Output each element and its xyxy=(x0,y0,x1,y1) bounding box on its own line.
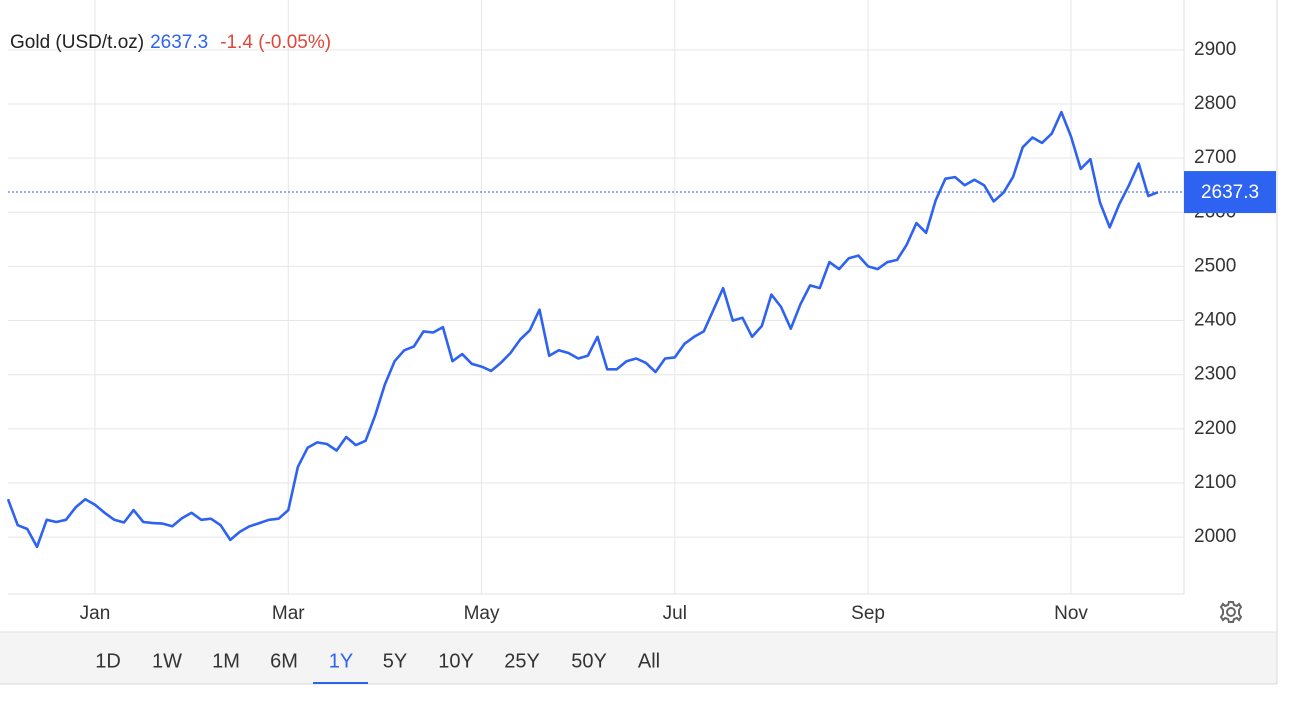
range-button[interactable]: 1Y xyxy=(329,650,353,672)
x-tick-label: Jan xyxy=(80,603,111,624)
x-tick-label: Jul xyxy=(663,603,687,624)
price-change: -1.4 (-0.05%) xyxy=(220,32,331,53)
price-line xyxy=(6,110,1159,549)
plot xyxy=(6,110,1184,549)
range-button[interactable]: 1W xyxy=(152,650,182,672)
range-button[interactable]: 6M xyxy=(270,650,298,672)
range-button[interactable]: All xyxy=(638,650,660,672)
last-price-box xyxy=(1184,171,1276,214)
range-button[interactable]: 5Y xyxy=(383,650,407,672)
chart-title: Gold (USD/t.oz) xyxy=(10,32,144,53)
x-tick-label: Mar xyxy=(272,603,305,624)
range-bar xyxy=(0,632,1277,684)
range-button[interactable]: 50Y xyxy=(571,650,607,672)
y-tick-label: 2700 xyxy=(1194,147,1236,168)
header: Gold (USD/t.oz) 2637.3 -1.4 (-0.05%) xyxy=(10,32,331,53)
y-tick-label: 2500 xyxy=(1194,255,1236,276)
x-tick-label: Nov xyxy=(1054,603,1088,624)
y-tick-label: 2900 xyxy=(1194,39,1236,60)
range-selected-underline xyxy=(313,682,368,684)
range-button[interactable]: 25Y xyxy=(504,650,540,672)
settings-icon[interactable] xyxy=(1219,601,1243,623)
grid xyxy=(8,0,1184,594)
y-tick-label: 2300 xyxy=(1194,364,1236,385)
y-tick-label: 2000 xyxy=(1194,526,1236,547)
x-tick-label: Sep xyxy=(851,603,885,624)
range-button[interactable]: 10Y xyxy=(438,650,474,672)
x-tick-label: May xyxy=(464,603,500,624)
last-price-label: 2637.3 xyxy=(1201,182,1259,203)
range-button[interactable]: 1D xyxy=(95,650,121,672)
y-tick-label: 2200 xyxy=(1194,418,1236,439)
y-tick-label: 2100 xyxy=(1194,472,1236,493)
y-tick-label: 2800 xyxy=(1194,93,1236,114)
last-price: 2637.3 xyxy=(150,32,208,53)
y-tick-label: 2400 xyxy=(1194,310,1236,331)
range-button[interactable]: 1M xyxy=(212,650,240,672)
